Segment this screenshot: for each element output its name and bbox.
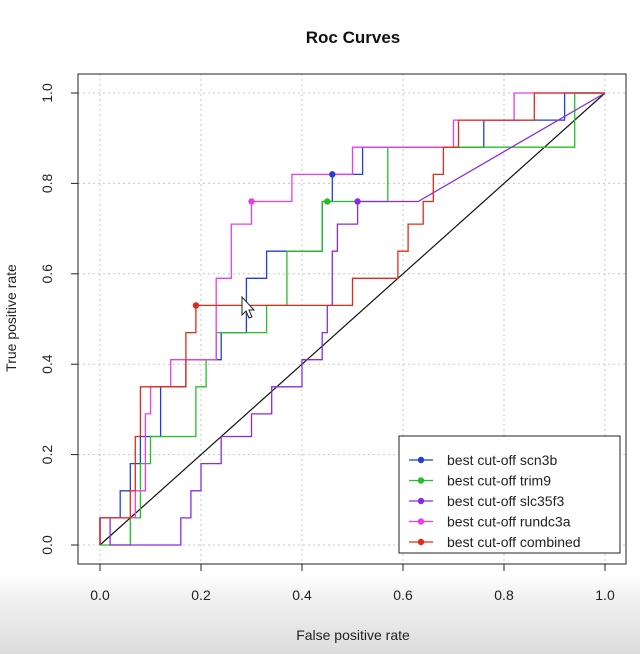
legend-point-swatch bbox=[417, 497, 425, 505]
legend-box bbox=[398, 435, 621, 554]
x-tick-label: 0.2 bbox=[191, 587, 211, 603]
chart-title: Roc Curves bbox=[306, 28, 400, 47]
best-cutoff-point-slc35f3 bbox=[354, 198, 361, 205]
legend-point-swatch bbox=[417, 538, 425, 546]
legend-point-swatch bbox=[417, 518, 425, 525]
y-tick-label: 1.0 bbox=[39, 83, 55, 103]
best-cutoff-point-rundc3a bbox=[248, 198, 255, 205]
best-cutoff-point-trim9 bbox=[324, 198, 331, 205]
legend-label: best cut-off slc35f3 bbox=[447, 493, 564, 509]
legend-item: best cut-off trim9 bbox=[409, 473, 551, 489]
legend-point-swatch bbox=[417, 477, 425, 484]
x-axis-label: False positive rate bbox=[296, 627, 410, 643]
series-lines bbox=[99, 92, 606, 546]
plot-frame bbox=[77, 73, 627, 565]
x-tick-label: 0.4 bbox=[292, 587, 312, 603]
best-cutoff-point-scn3b bbox=[329, 171, 336, 178]
y-tick-label: 0.8 bbox=[39, 173, 55, 193]
legend-item: best cut-off combined bbox=[409, 534, 581, 550]
y-axis-label: True positive rate bbox=[3, 264, 19, 372]
x-axis-ticks: 0.0 0.2 0.4 0.6 0.8 1.0 bbox=[90, 564, 615, 603]
roc-line-slc35f3 bbox=[99, 92, 606, 546]
legend-label: best cut-off combined bbox=[447, 534, 581, 550]
x-tick-label: 1.0 bbox=[595, 587, 615, 603]
best-cutoff-points bbox=[192, 171, 361, 309]
legend-label: best cut-off scn3b bbox=[447, 452, 557, 468]
x-tick-label: 0.8 bbox=[494, 587, 514, 603]
legend: best cut-off scn3b best cut-off trim9 best… bbox=[398, 435, 621, 554]
legend-item: best cut-off rundc3a bbox=[409, 514, 571, 530]
y-axis-ticks: 0.0 0.2 0.4 0.6 0.8 1.0 bbox=[39, 83, 78, 555]
roc-line-combined bbox=[99, 92, 605, 545]
y-tick-label: 0.4 bbox=[39, 354, 55, 374]
x-tick-label: 0.0 bbox=[90, 587, 110, 603]
legend-label: best cut-off trim9 bbox=[447, 473, 551, 489]
x-tick-label: 0.6 bbox=[393, 587, 413, 603]
mouse-cursor-icon bbox=[241, 295, 256, 319]
legend-label: best cut-off rundc3a bbox=[447, 514, 571, 530]
y-tick-label: 0.0 bbox=[39, 535, 55, 555]
diagonal-reference bbox=[99, 92, 606, 546]
legend-item: best cut-off slc35f3 bbox=[409, 493, 564, 509]
grid-lines bbox=[78, 74, 626, 564]
best-cutoff-point-combined bbox=[192, 302, 200, 309]
y-tick-label: 0.6 bbox=[39, 264, 55, 284]
legend-item: best cut-off scn3b bbox=[409, 452, 557, 468]
bottom-shade bbox=[0, 575, 640, 654]
legend-point-swatch bbox=[417, 456, 425, 464]
y-tick-label: 0.2 bbox=[39, 445, 55, 465]
diagonal-reference-line bbox=[99, 92, 606, 546]
